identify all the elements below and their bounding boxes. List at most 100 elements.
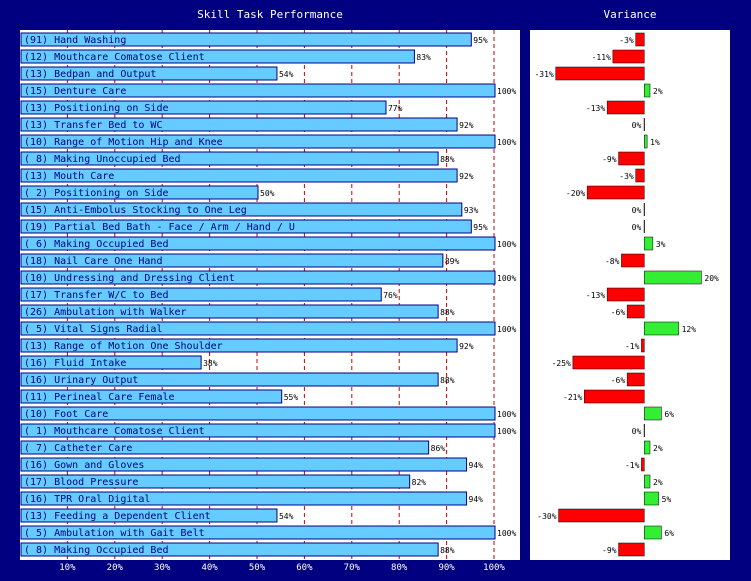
variance-value-label: 12% — [682, 325, 697, 334]
variance-value-label: -9% — [602, 155, 617, 164]
x-tick-label: 70% — [343, 563, 360, 573]
variance-bar-positive — [644, 134, 648, 149]
variance-bar-negative — [606, 100, 645, 115]
variance-chart-title: Variance — [603, 8, 657, 21]
performance-chart-panel: (91) Hand Washing 95% (12) Mouthcare Comat… — [20, 30, 520, 560]
variance-bar-positive — [644, 525, 662, 540]
performance-bar — [20, 423, 496, 438]
category-label: ( 1) Mouthcare Comatose Client — [24, 426, 205, 437]
variance-value-label: 2% — [653, 444, 663, 453]
category-label: (15) Denture Care — [24, 86, 126, 97]
value-label: 92% — [459, 172, 474, 181]
category-label: (13) Transfer Bed to WC — [24, 120, 162, 131]
category-label: (16) Gown and Gloves — [24, 460, 144, 471]
value-label: 88% — [440, 308, 455, 317]
variance-value-label: -1% — [625, 461, 640, 470]
variance-bar-negative — [641, 338, 645, 353]
performance-bar — [20, 440, 430, 455]
variance-chart-panel: -3% -11% -31% 2% -13% 0% 1% -9% -3% -20% 0% 0% 3% -8%… — [530, 30, 730, 560]
x-tick-label: 30% — [154, 563, 171, 573]
value-label: 100% — [497, 529, 516, 538]
performance-bar — [20, 355, 202, 370]
variance-value-label: -3% — [619, 172, 634, 181]
variance-bar-positive — [644, 83, 651, 98]
category-label: (13) Positioning on Side — [24, 103, 169, 114]
variance-chart-svg: -3%-11%-31%2%-13%0%1%-9%-3%-20%0%0%3%-8%… — [534, 32, 719, 557]
value-label: 55% — [284, 393, 299, 402]
variance-bar-positive — [644, 440, 651, 455]
variance-bar-negative — [641, 457, 645, 472]
performance-bar — [20, 525, 496, 540]
category-label: (26) Ambulation with Walker — [24, 307, 187, 318]
performance-bar — [20, 474, 411, 489]
variance-value-label: -6% — [611, 376, 626, 385]
variance-bar-negative — [584, 389, 645, 404]
value-label: 82% — [412, 478, 427, 487]
value-label: 54% — [279, 70, 294, 79]
category-label: (15) Anti-Embolus Stocking to One Leg — [24, 205, 247, 216]
category-label: (10) Range of Motion Hip and Knee — [24, 137, 223, 148]
variance-value-label: -21% — [563, 393, 582, 402]
value-label: 76% — [383, 291, 398, 300]
variance-value-label: -20% — [566, 189, 585, 198]
x-tick-label: 100% — [483, 563, 505, 573]
value-label: 86% — [431, 444, 446, 453]
variance-value-label: 1% — [650, 138, 660, 147]
value-label: 93% — [464, 206, 479, 215]
category-label: (18) Nail Care One Hand — [24, 256, 162, 267]
value-label: 100% — [497, 427, 516, 436]
performance-bar — [20, 338, 458, 353]
value-label: 88% — [440, 155, 455, 164]
category-label: ( 5) Ambulation with Gait Belt — [24, 528, 205, 539]
performance-bar — [20, 32, 472, 47]
performance-bar — [20, 151, 439, 166]
x-tick-label: 80% — [391, 563, 408, 573]
variance-value-label: -13% — [586, 291, 605, 300]
performance-bar — [20, 287, 382, 302]
value-label: 50% — [260, 189, 275, 198]
value-label: 100% — [497, 274, 516, 283]
category-label: (16) TPR Oral Digital — [24, 494, 150, 505]
performance-chart-title: Skill Task Performance — [197, 8, 343, 21]
x-tick-label: 40% — [201, 563, 218, 573]
variance-bar-negative — [618, 542, 645, 557]
category-label: (17) Blood Pressure — [24, 477, 138, 488]
value-label: 94% — [469, 495, 484, 504]
variance-bar-negative — [618, 151, 645, 166]
variance-value-label: -8% — [605, 257, 620, 266]
variance-bar-positive — [644, 236, 654, 251]
performance-chart-svg: (91) Hand Washing 95% (12) Mouthcare Comat… — [20, 30, 516, 560]
x-tick-label: 50% — [248, 563, 266, 573]
value-label: 92% — [459, 342, 474, 351]
variance-bar-negative — [586, 185, 645, 200]
category-label: (13) Bedpan and Output — [24, 69, 156, 80]
performance-bar — [20, 457, 468, 472]
variance-bar-negative — [626, 372, 645, 387]
category-label: ( 6) Making Occupied Bed — [24, 239, 169, 250]
variance-bar-positive — [644, 270, 702, 285]
variance-bar-negative — [626, 304, 645, 319]
category-label: (17) Transfer W/C to Bed — [24, 290, 169, 301]
variance-bar-negative — [606, 287, 645, 302]
value-label: 95% — [473, 223, 488, 232]
value-label: 92% — [459, 121, 474, 130]
variance-bar-negative — [635, 32, 645, 47]
category-label: ( 7) Catheter Care — [24, 443, 132, 454]
performance-bar — [20, 508, 278, 523]
performance-bar — [20, 185, 259, 200]
category-label: (13) Feeding a Dependent Client — [24, 511, 211, 522]
performance-bar — [20, 117, 458, 132]
variance-value-label: 5% — [662, 495, 672, 504]
performance-bar — [20, 542, 439, 557]
value-label: 100% — [497, 87, 516, 96]
x-tick-label: 90% — [438, 563, 455, 573]
x-tick-label: 10% — [59, 563, 76, 573]
variance-value-label: -9% — [602, 546, 617, 555]
variance-bar-positive — [644, 406, 662, 421]
variance-value-label: 0% — [632, 206, 642, 215]
variance-bar-negative — [635, 168, 645, 183]
category-label: ( 5) Vital Signs Radial — [24, 324, 162, 335]
value-label: 89% — [445, 257, 460, 266]
variance-bar-negative — [612, 49, 645, 64]
variance-bar-positive — [644, 474, 651, 489]
